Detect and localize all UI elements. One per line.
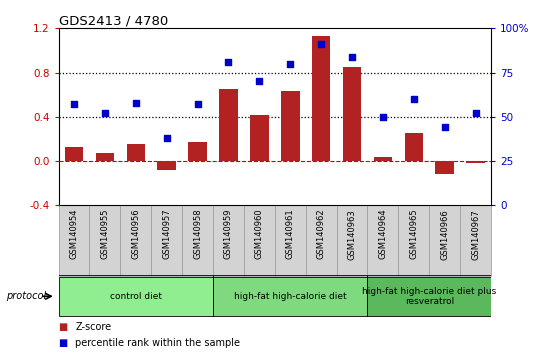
Bar xyxy=(250,115,268,161)
Bar xyxy=(306,205,336,276)
Point xyxy=(100,110,109,116)
Bar xyxy=(213,277,368,316)
Point xyxy=(70,102,79,107)
Bar xyxy=(219,89,238,161)
Text: ■: ■ xyxy=(59,322,68,332)
Text: ■: ■ xyxy=(59,338,68,348)
Bar xyxy=(121,205,151,276)
Text: GSM140957: GSM140957 xyxy=(162,209,171,259)
Text: high-fat high-calorie diet plus
resveratrol: high-fat high-calorie diet plus resverat… xyxy=(362,287,497,306)
Text: high-fat high-calorie diet: high-fat high-calorie diet xyxy=(234,292,347,301)
Text: GSM140965: GSM140965 xyxy=(410,209,418,259)
Bar xyxy=(435,161,454,175)
Point xyxy=(224,59,233,65)
Bar xyxy=(65,147,83,161)
Bar xyxy=(151,205,182,276)
Point xyxy=(378,114,387,120)
Text: GSM140956: GSM140956 xyxy=(131,209,140,259)
Bar xyxy=(460,205,491,276)
Text: Z-score: Z-score xyxy=(75,322,112,332)
Point xyxy=(348,54,357,59)
Text: percentile rank within the sample: percentile rank within the sample xyxy=(75,338,240,348)
Bar xyxy=(466,161,485,163)
Bar xyxy=(127,144,145,161)
Point xyxy=(193,102,202,107)
Bar xyxy=(95,153,114,161)
Text: GSM140966: GSM140966 xyxy=(440,209,449,259)
Text: GSM140967: GSM140967 xyxy=(471,209,480,259)
Bar xyxy=(213,205,244,276)
Text: GDS2413 / 4780: GDS2413 / 4780 xyxy=(59,14,168,27)
Bar xyxy=(275,205,306,276)
Bar xyxy=(281,91,300,161)
Point xyxy=(131,100,140,105)
Bar xyxy=(59,205,89,276)
Text: control diet: control diet xyxy=(110,292,162,301)
Text: GSM140958: GSM140958 xyxy=(193,209,202,259)
Bar xyxy=(343,67,362,161)
Bar xyxy=(429,205,460,276)
Bar xyxy=(157,161,176,170)
Bar xyxy=(89,205,121,276)
Bar xyxy=(244,205,275,276)
Text: GSM140962: GSM140962 xyxy=(316,209,326,259)
Text: GSM140964: GSM140964 xyxy=(378,209,387,259)
Bar xyxy=(405,133,423,161)
Bar xyxy=(374,156,392,161)
Text: GSM140955: GSM140955 xyxy=(100,209,109,259)
Point xyxy=(410,96,418,102)
Point xyxy=(317,41,326,47)
Bar xyxy=(182,205,213,276)
Bar xyxy=(59,277,213,316)
Point xyxy=(471,110,480,116)
Bar xyxy=(312,36,330,161)
Point xyxy=(255,79,264,84)
Text: GSM140963: GSM140963 xyxy=(348,209,357,259)
Bar xyxy=(368,277,491,316)
Text: GSM140961: GSM140961 xyxy=(286,209,295,259)
Point xyxy=(286,61,295,67)
Text: GSM140960: GSM140960 xyxy=(255,209,264,259)
Bar xyxy=(368,205,398,276)
Point xyxy=(440,125,449,130)
Bar xyxy=(336,205,368,276)
Text: GSM140959: GSM140959 xyxy=(224,209,233,259)
Text: protocol: protocol xyxy=(6,291,46,302)
Bar xyxy=(189,142,207,161)
Text: GSM140954: GSM140954 xyxy=(70,209,79,259)
Bar xyxy=(398,205,429,276)
Point xyxy=(162,135,171,141)
